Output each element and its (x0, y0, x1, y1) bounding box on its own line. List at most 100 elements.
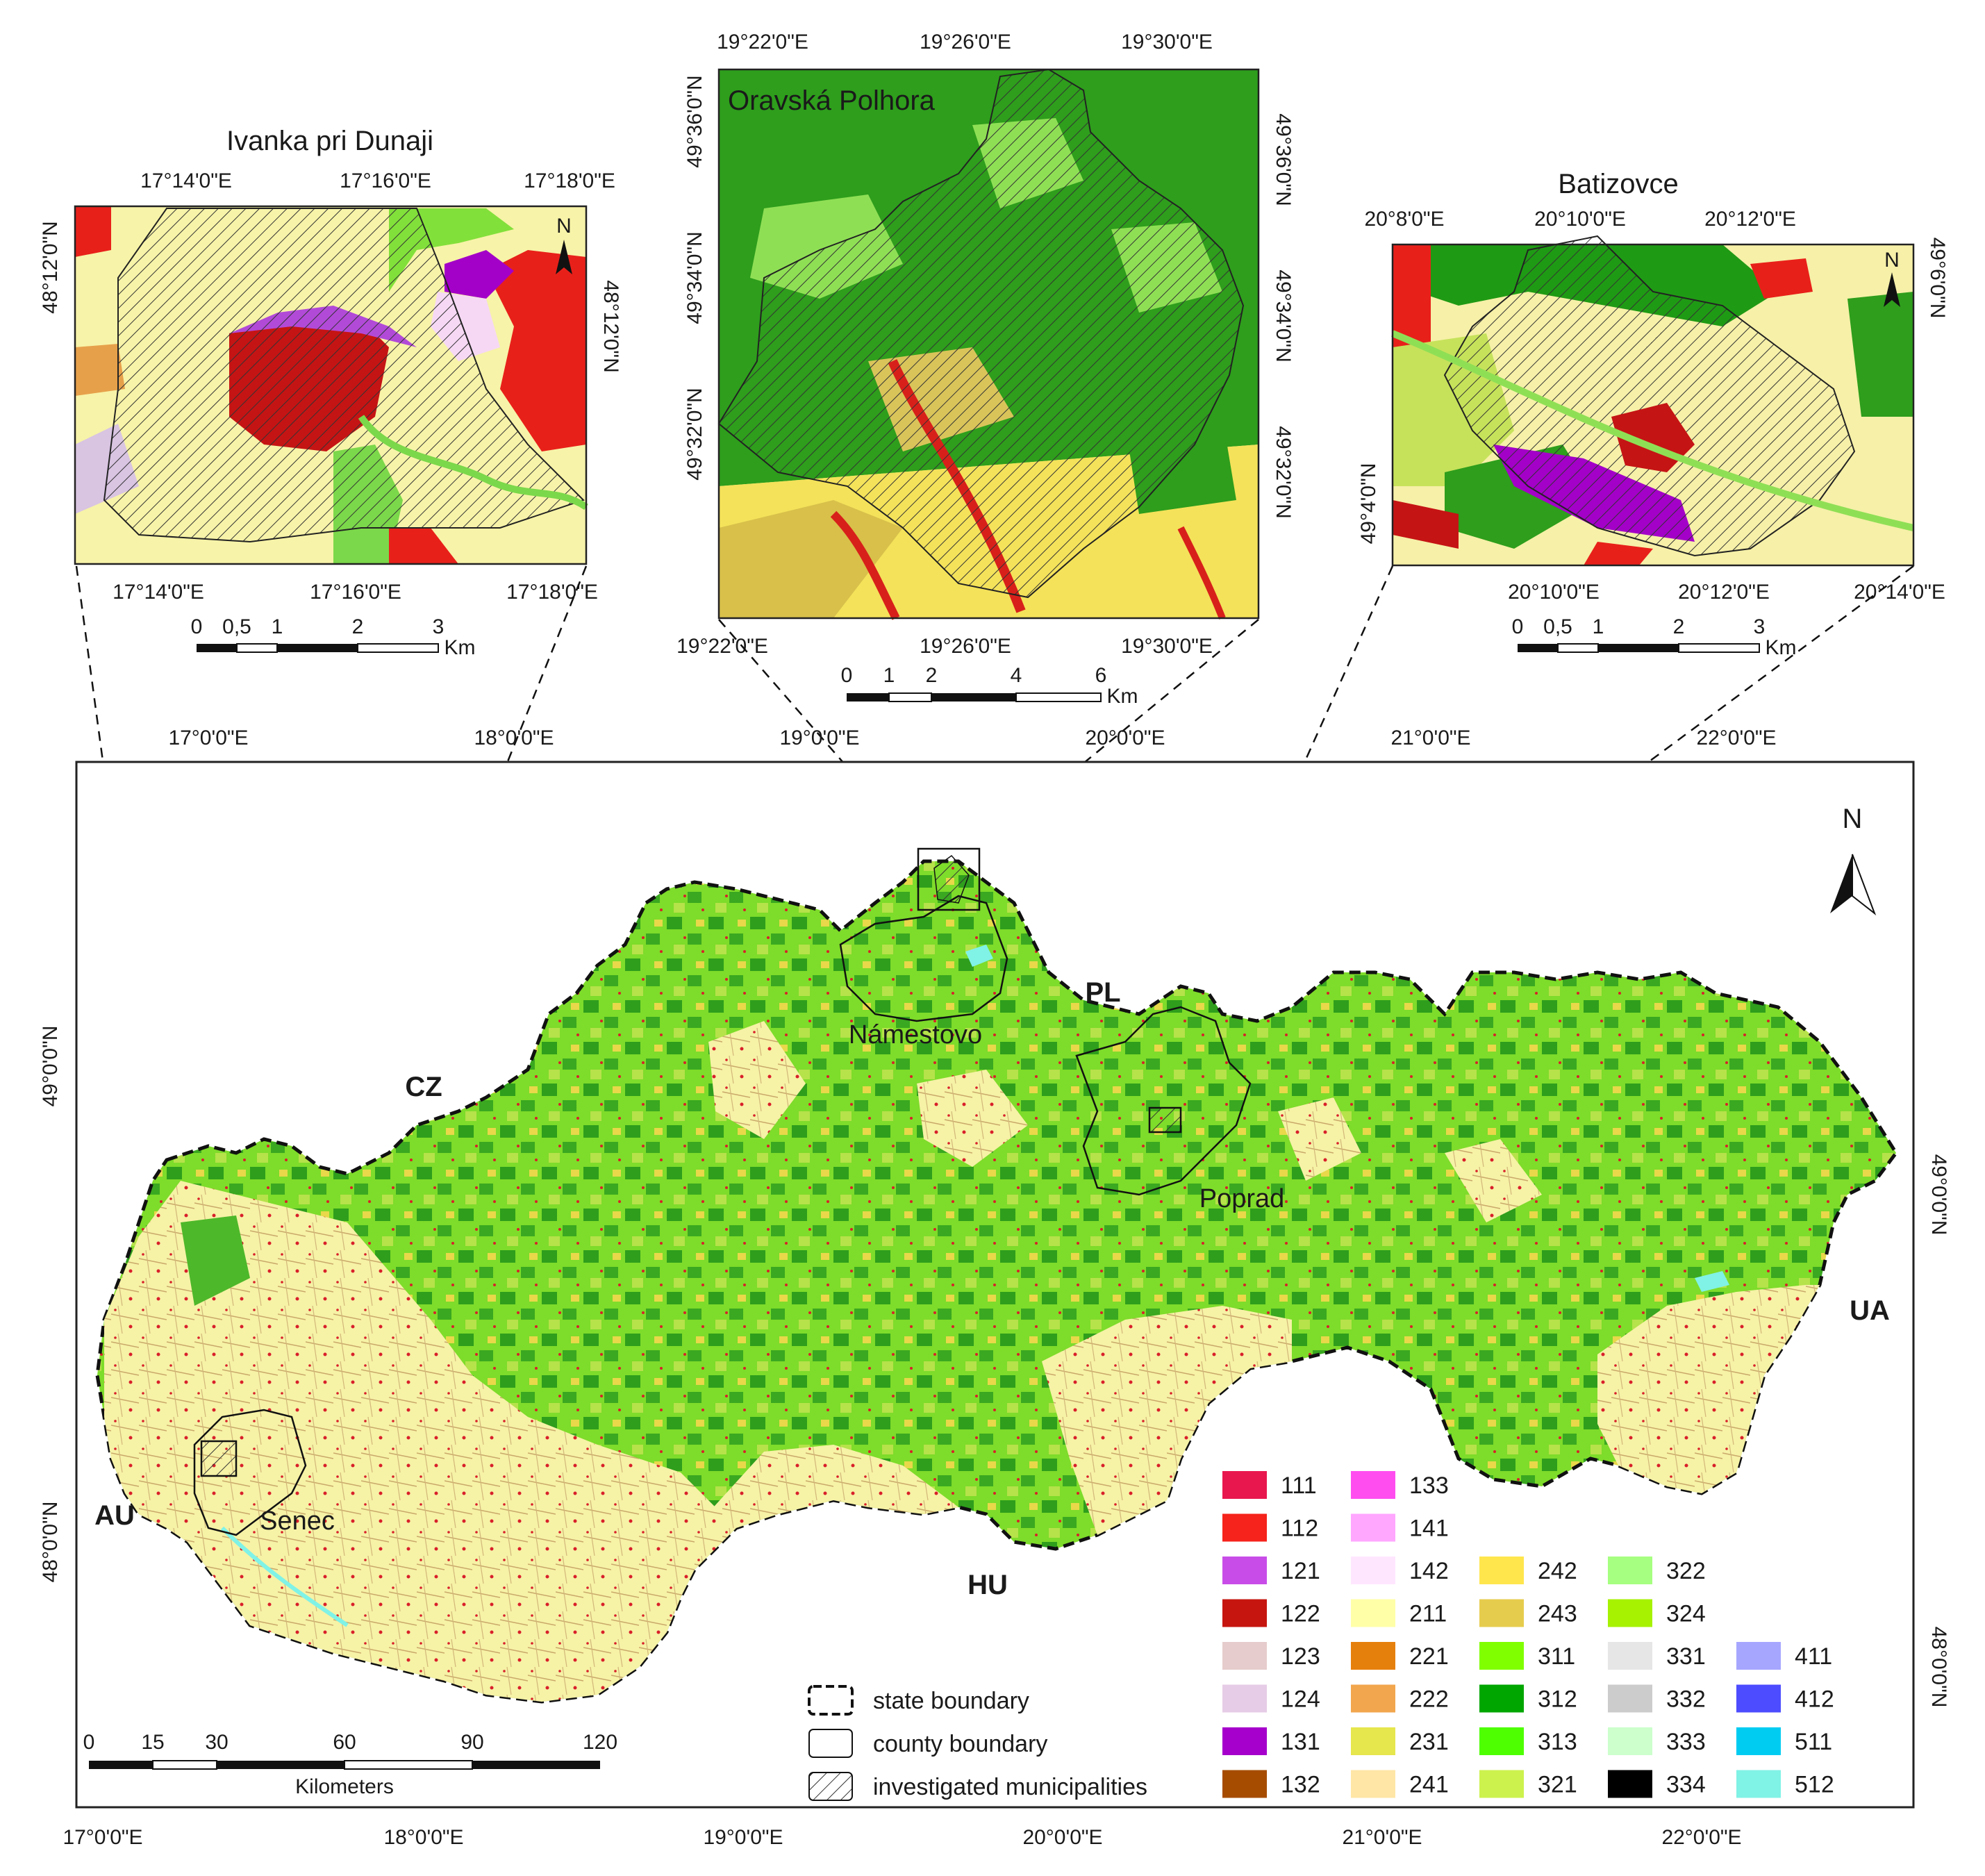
scale-unit: Km (445, 636, 476, 659)
legend-label: state boundary (873, 1688, 1029, 1714)
legend-swatch (1608, 1557, 1652, 1584)
legend-code: 313 (1538, 1729, 1577, 1755)
north-label: N (1843, 804, 1863, 834)
legend-label: county boundary (873, 1731, 1047, 1757)
legend-swatch (1351, 1770, 1395, 1798)
legend-swatch (1608, 1599, 1652, 1627)
inset-oravska: Oravská Polhora 19°22'0"E 19°26'0"E 19°3… (676, 31, 1295, 708)
scale-tick: 6 (1095, 664, 1107, 687)
tick-label: 48°0'0"N (1927, 1627, 1950, 1708)
tick-label: 20°12'0"E (1704, 208, 1796, 231)
legend-swatch (1608, 1770, 1652, 1798)
scale-tick: 0 (83, 1731, 95, 1754)
scale-unit: Kilometers (295, 1775, 394, 1798)
legend-swatch (1479, 1642, 1524, 1670)
legend-code: 412 (1795, 1686, 1834, 1713)
scale-tick: 1 (883, 664, 895, 687)
lowland-area (104, 1181, 736, 1702)
tick-label: 49°32'0"N (1272, 426, 1295, 518)
town-label-namestovo: Námestovo (849, 1020, 982, 1049)
legend-swatch (1351, 1557, 1395, 1584)
tick-label: 17°16'0"E (310, 581, 401, 604)
scale-tick: 15 (141, 1731, 164, 1754)
scale-tick: 0 (841, 664, 853, 687)
legend-swatch (1222, 1557, 1267, 1584)
legend-swatch (1479, 1599, 1524, 1627)
inset-map-body (74, 205, 588, 565)
tick-label: 20°10'0"E (1508, 581, 1600, 604)
legend-swatch (1222, 1642, 1267, 1670)
legend-swatch (1479, 1684, 1524, 1713)
tick-label: 20°8'0"E (1364, 208, 1444, 231)
scale-tick: 120 (583, 1731, 617, 1754)
tick-label: 19°22'0"E (676, 635, 768, 658)
legend-swatch (1351, 1642, 1395, 1670)
tick-label: 17°0'0"E (168, 727, 248, 749)
scale-tick: 60 (333, 1731, 356, 1754)
tick-label: 17°18'0"E (506, 581, 598, 604)
legend-code: 222 (1409, 1686, 1449, 1713)
scale-tick: 1 (272, 615, 283, 638)
boundary-legend: state boundary county boundary investiga… (808, 1685, 1147, 1801)
inset-ivanka: Ivanka pri Dunaji N 17°14'0"E 17°16'0"E … (39, 126, 622, 659)
inset-title: Oravská Polhora (728, 85, 936, 116)
land-cover-legend: 111 112 121 122 123 124 131 132 133 141 142 211 221 2… (1222, 1471, 1834, 1798)
legend-code: 322 (1666, 1558, 1706, 1584)
tick-label: 20°0'0"E (1085, 727, 1165, 749)
legend-swatch (1351, 1727, 1395, 1755)
tick-label: 17°14'0"E (113, 581, 204, 604)
legend-code: 111 (1281, 1472, 1317, 1499)
north-arrow: N (1884, 249, 1900, 307)
legend-swatch (1222, 1770, 1267, 1798)
tick-label: 48°0'0"N (39, 1502, 62, 1583)
legend-code: 312 (1538, 1686, 1577, 1713)
legend-code: 511 (1795, 1729, 1832, 1755)
municipality-box-batizovce (1148, 1106, 1182, 1134)
legend-code: 211 (1409, 1601, 1447, 1627)
legend-code: 324 (1666, 1601, 1706, 1627)
tick-label: 18°0'0"E (474, 727, 554, 749)
scale-tick: 2 (1673, 615, 1685, 638)
legend-swatch (1736, 1770, 1781, 1798)
tick-label: 17°16'0"E (340, 169, 431, 192)
tick-label: 49°32'0"N (683, 388, 706, 480)
tick-label: 17°0'0"E (63, 1826, 142, 1849)
tick-label: 17°18'0"E (524, 169, 615, 192)
north-arrow: N (1830, 804, 1877, 915)
north-label: N (1884, 249, 1900, 272)
tick-label: 49°36'0"N (683, 75, 706, 167)
scale-bar: 0 1 2 4 6 Km (841, 664, 1138, 708)
scale-tick: 0 (1512, 615, 1524, 638)
tick-label: 22°0'0"E (1696, 727, 1776, 749)
country-label-hu: HU (967, 1570, 1008, 1600)
legend-swatch (1351, 1513, 1395, 1542)
legend-swatch (1736, 1642, 1781, 1670)
tick-label: 49°34'0"N (683, 231, 706, 324)
scale-tick: 0,5 (1543, 615, 1572, 638)
scale-tick: 0,5 (222, 615, 251, 638)
inset-map-body (1391, 235, 1915, 567)
legend-label: investigated municipalities (873, 1774, 1147, 1800)
county-boundary (1075, 1006, 1252, 1196)
tick-label: 48°12'0"N (39, 221, 62, 313)
scale-tick: 4 (1011, 664, 1022, 687)
inset-map-body (717, 68, 1260, 620)
scale-tick: 3 (1754, 615, 1766, 638)
country-label-ua: UA (1850, 1295, 1890, 1326)
legend-code: 411 (1795, 1643, 1832, 1670)
legend-code: 321 (1538, 1772, 1577, 1798)
legend-swatch (1351, 1599, 1395, 1627)
inset-batizovce: Batizovce N 20°8'0"E 20°10'0"E 20°12'0"E… (1357, 169, 1949, 659)
legend-code: 221 (1409, 1643, 1449, 1670)
legend-code: 331 (1666, 1643, 1706, 1670)
legend-code: 332 (1666, 1686, 1706, 1713)
legend-code: 132 (1281, 1772, 1320, 1798)
legend-code: 242 (1538, 1558, 1577, 1584)
legend-swatch (1479, 1770, 1524, 1798)
scale-unit: Km (1766, 636, 1797, 659)
tick-label: 19°0'0"E (703, 1826, 783, 1849)
municipality-box-oravska (917, 847, 981, 911)
tick-label: 20°0'0"E (1022, 1826, 1102, 1849)
country-label-cz: CZ (405, 1072, 442, 1102)
